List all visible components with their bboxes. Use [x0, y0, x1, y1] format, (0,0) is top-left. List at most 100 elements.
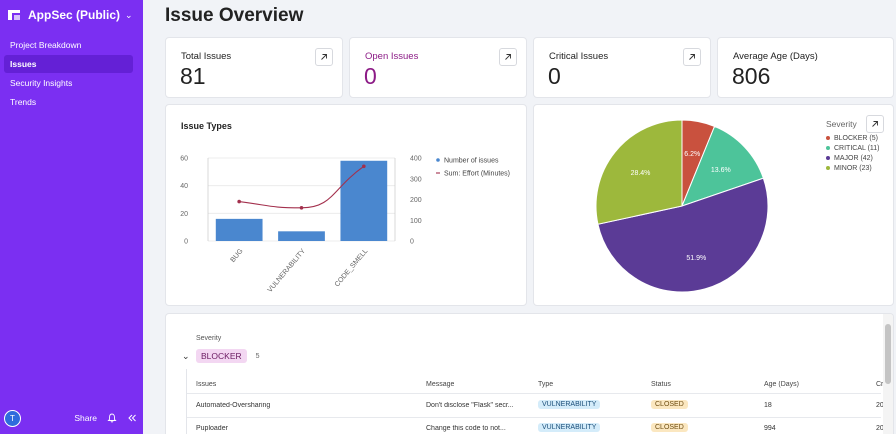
- sidebar-footer: T Share: [4, 408, 137, 428]
- column-header-issues[interactable]: Issues: [196, 381, 217, 388]
- sidebar: AppSec (Public) ⌄ Project Breakdown Issu…: [0, 0, 143, 434]
- legend-marker: [826, 156, 830, 160]
- arrow-up-right-icon: [321, 54, 327, 60]
- expand-button[interactable]: [683, 48, 701, 66]
- y-tick-label: 0: [184, 239, 188, 246]
- cell-message: Change this code to not...: [426, 425, 506, 432]
- cell-created: 20: [876, 425, 884, 432]
- issue-types-title: Issue Types: [181, 121, 232, 131]
- legend-item[interactable]: MINOR (23): [826, 163, 896, 173]
- bell-icon[interactable]: [107, 413, 117, 423]
- stat-label: Critical Issues: [549, 51, 609, 62]
- severity-pie-chart: 6.2% 13.6% 51.9% 28.4%: [595, 119, 769, 293]
- y2-tick-label: 0: [410, 239, 414, 246]
- status-badge: CLOSED: [651, 423, 688, 432]
- legend-label: MAJOR (42): [834, 154, 873, 162]
- share-button[interactable]: Share: [74, 413, 97, 423]
- severity-card: 6.2% 13.6% 51.9% 28.4% Severity BLOCKER (5)…: [533, 104, 894, 306]
- status-badge: CLOSED: [651, 400, 688, 409]
- column-header-message[interactable]: Message: [426, 381, 455, 388]
- y2-tick-label: 400: [410, 156, 422, 163]
- pie-slice: [595, 119, 683, 225]
- sidebar-item-trends[interactable]: Trends: [10, 97, 37, 107]
- slice-label: 51.9%: [686, 255, 706, 262]
- collapse-sidebar-icon[interactable]: [127, 413, 137, 423]
- group-indent-line: [186, 369, 187, 434]
- y-tick-label: 40: [180, 183, 188, 190]
- app-switcher[interactable]: AppSec (Public) ⌄: [0, 0, 143, 30]
- legend-label: MINOR (23): [834, 164, 872, 172]
- y-tick-label: 20: [180, 211, 188, 218]
- arrow-up-right-icon: [872, 121, 878, 127]
- bar: [278, 231, 325, 241]
- stat-card-critical-issues: Critical Issues 0: [533, 37, 711, 98]
- header-separator: [187, 393, 881, 394]
- issues-table-card: Severity ⌄ BLOCKER 5 Issues Message Type…: [165, 313, 894, 434]
- y2-tick-label: 200: [410, 197, 422, 204]
- x-tick-label: VULNERABILITY: [267, 248, 308, 294]
- slice-label: 13.6%: [711, 167, 731, 174]
- type-badge: VULNERABILITY: [538, 400, 601, 409]
- group-by-label: Severity: [196, 335, 222, 342]
- stat-card-open-issues: Open Issues 0: [349, 37, 527, 98]
- line-point: [237, 199, 241, 204]
- column-header-age[interactable]: Age (Days): [764, 381, 800, 388]
- page-title: Issue Overview: [165, 5, 304, 26]
- legend-label: Number of issues: [444, 158, 499, 165]
- stat-label: Total Issues: [181, 51, 232, 62]
- x-tick-label: BUG: [230, 248, 245, 264]
- group-row[interactable]: ⌄ BLOCKER 5: [182, 349, 260, 363]
- expand-button[interactable]: [499, 48, 517, 66]
- legend-label: BLOCKER (5): [834, 134, 878, 142]
- sidebar-item-security-insights[interactable]: Security Insights: [10, 78, 73, 88]
- cell-issue[interactable]: Automated-Oversharing: [196, 402, 271, 409]
- chevron-down-icon: ⌄: [125, 9, 133, 20]
- scrollbar-thumb[interactable]: [885, 324, 891, 384]
- pie-slice: [597, 177, 769, 293]
- expand-button[interactable]: [315, 48, 333, 66]
- y-tick-label: 60: [180, 156, 188, 163]
- issue-types-card: Issue Types 0 20 40 60 0 100 200 300 400 BUG VULNE…: [165, 104, 527, 306]
- arrow-up-right-icon: [505, 54, 511, 60]
- cell-age: 18: [764, 402, 772, 409]
- cell-created: 20: [876, 402, 884, 409]
- legend-title: Severity: [826, 119, 857, 129]
- scrollbar[interactable]: [883, 314, 893, 434]
- legend-item[interactable]: BLOCKER (5): [826, 133, 896, 143]
- cell-message: Don't disclose "Flask" secr...: [426, 402, 514, 409]
- legend-item[interactable]: CRITICAL (11): [826, 143, 896, 153]
- bar: [340, 160, 388, 241]
- y2-tick-label: 100: [410, 218, 422, 225]
- line-point: [299, 206, 304, 210]
- legend-label: CRITICAL (11): [834, 144, 880, 152]
- stat-value: 0: [364, 63, 377, 89]
- issue-types-chart: 0 20 40 60 0 100 200 300 400 BUG VULNERABILITY CODE…: [180, 156, 510, 295]
- x-tick-label: CODE_SMELL: [334, 248, 370, 289]
- y2-tick-label: 300: [410, 176, 422, 183]
- avatar[interactable]: T: [4, 409, 21, 427]
- group-count: 5: [255, 352, 260, 360]
- slice-label: 6.2%: [684, 151, 700, 158]
- sidebar-item-issues[interactable]: Issues: [4, 55, 133, 73]
- legend-label: Sum: Effort (Minutes): [444, 171, 510, 178]
- row-separator: [187, 417, 881, 418]
- line-point: [362, 164, 366, 169]
- legend-item[interactable]: MAJOR (42): [826, 153, 896, 163]
- type-badge: VULNERABILITY: [538, 423, 601, 432]
- sidebar-item-project-breakdown[interactable]: Project Breakdown: [10, 40, 82, 50]
- legend-marker: [826, 166, 830, 170]
- chevron-down-icon[interactable]: ⌄: [182, 350, 190, 361]
- expand-button[interactable]: [866, 115, 884, 133]
- group-badge: BLOCKER: [196, 349, 247, 363]
- stat-value: 806: [732, 63, 771, 89]
- sidebar-nav: Project Breakdown Issues Security Insigh…: [0, 36, 143, 111]
- stat-label: Average Age (Days): [733, 51, 818, 62]
- column-header-type[interactable]: Type: [538, 381, 554, 388]
- column-header-created[interactable]: Cr: [876, 381, 884, 388]
- column-header-status[interactable]: Status: [651, 381, 671, 388]
- app-logo-icon: [8, 10, 20, 20]
- slice-label: 28.4%: [631, 170, 651, 177]
- stat-value: 0: [548, 63, 561, 89]
- app-title: AppSec (Public): [28, 8, 121, 22]
- cell-issue[interactable]: Puploader: [196, 425, 228, 432]
